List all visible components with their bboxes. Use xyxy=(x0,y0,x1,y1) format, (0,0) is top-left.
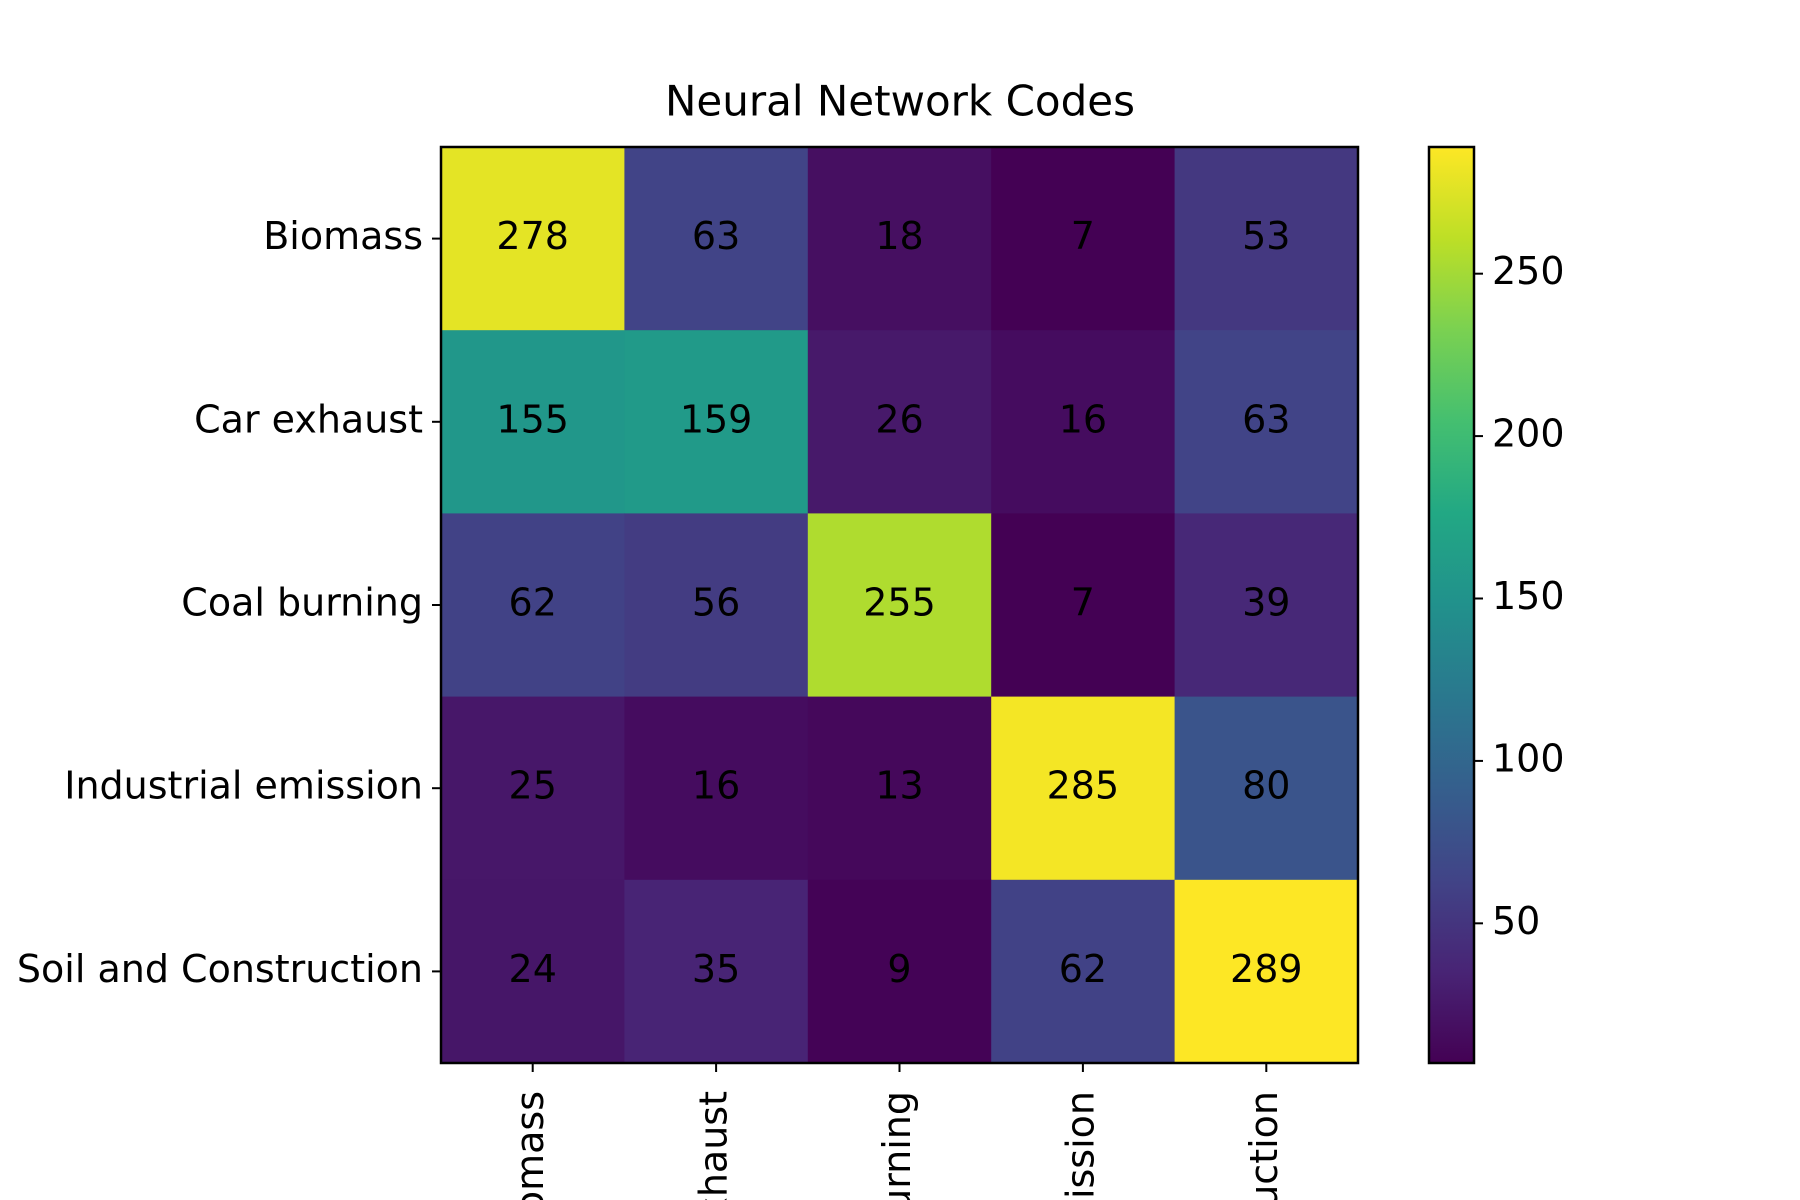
cell-label: 18 xyxy=(875,214,923,258)
heatmap-cell xyxy=(1174,879,1359,1064)
heatmap-cell xyxy=(807,879,992,1064)
cell-label: 63 xyxy=(692,214,740,258)
heatmap-cell xyxy=(624,330,809,514)
cell-label: 9 xyxy=(887,947,911,991)
heatmap-cell xyxy=(624,879,809,1064)
x-tick-label: Industrial emission xyxy=(1058,1091,1102,1200)
heatmap-cell xyxy=(991,696,1176,881)
cell-label: 62 xyxy=(509,581,557,625)
colorbar-tick-label: 100 xyxy=(1492,736,1565,780)
y-tick-label: Car exhaust xyxy=(194,397,423,441)
cell-label: 24 xyxy=(509,947,557,991)
cell-label: 26 xyxy=(875,397,923,441)
y-tick-label: Coal burning xyxy=(181,581,423,625)
heatmap-cell xyxy=(1174,147,1359,331)
colorbar-tick-label: 250 xyxy=(1492,249,1565,293)
y-tick-label: Biomass xyxy=(263,214,423,258)
heatmap-cell xyxy=(1174,330,1359,514)
cell-label: 56 xyxy=(692,581,740,625)
heatmap-cell xyxy=(1174,513,1359,698)
y-tick-label: Industrial emission xyxy=(64,764,423,808)
heatmap-cell xyxy=(991,147,1176,331)
cell-label: 13 xyxy=(875,764,923,808)
colorbar xyxy=(1427,145,1476,1065)
heatmap-cell xyxy=(441,147,625,331)
heatmap-cell xyxy=(441,330,625,514)
cell-label: 16 xyxy=(692,764,740,808)
cell-label: 7 xyxy=(1071,214,1095,258)
cell-label: 63 xyxy=(1242,397,1290,441)
heatmap-cell xyxy=(1174,696,1359,881)
colorbar-tick-label: 200 xyxy=(1492,412,1565,456)
heatmap-cell xyxy=(807,696,992,881)
cell-label: 53 xyxy=(1242,214,1290,258)
heatmap-cell xyxy=(624,147,809,331)
x-tick-label: Car exhaust xyxy=(692,1091,736,1200)
x-tick-label: Coal burning xyxy=(875,1091,919,1200)
cell-label: 289 xyxy=(1230,947,1303,991)
heatmap-cell xyxy=(624,696,809,881)
x-tick-label: Biomass xyxy=(508,1091,552,1200)
y-tick-label: Soil and Construction xyxy=(17,947,423,991)
cell-label: 80 xyxy=(1242,764,1290,808)
heatmap-cell xyxy=(991,879,1176,1064)
cell-label: 155 xyxy=(496,397,569,441)
cell-label: 16 xyxy=(1059,397,1107,441)
cell-label: 39 xyxy=(1242,581,1290,625)
cell-label: 255 xyxy=(863,581,936,625)
heatmap-cell xyxy=(441,879,625,1064)
heatmap-cell xyxy=(807,147,992,331)
cell-label: 7 xyxy=(1071,581,1095,625)
heatmap-cell xyxy=(441,513,625,698)
heatmap-cell xyxy=(807,513,992,698)
heatmap-cell xyxy=(807,330,992,514)
heatmap-cell xyxy=(441,696,625,881)
heatmap-cell xyxy=(624,513,809,698)
cell-label: 62 xyxy=(1059,947,1107,991)
chart-title: Neural Network Codes xyxy=(665,77,1135,126)
colorbar-tick-label: 50 xyxy=(1492,899,1540,943)
cell-label: 278 xyxy=(496,214,569,258)
x-tick-label: Soil and Construction xyxy=(1242,1091,1286,1200)
cell-label: 285 xyxy=(1047,764,1120,808)
heatmap-cell xyxy=(991,330,1176,514)
cell-label: 159 xyxy=(680,397,753,441)
heatmap-cell xyxy=(991,513,1176,698)
cell-label: 35 xyxy=(692,947,740,991)
cell-label: 25 xyxy=(509,764,557,808)
colorbar-tick-label: 150 xyxy=(1492,574,1565,618)
